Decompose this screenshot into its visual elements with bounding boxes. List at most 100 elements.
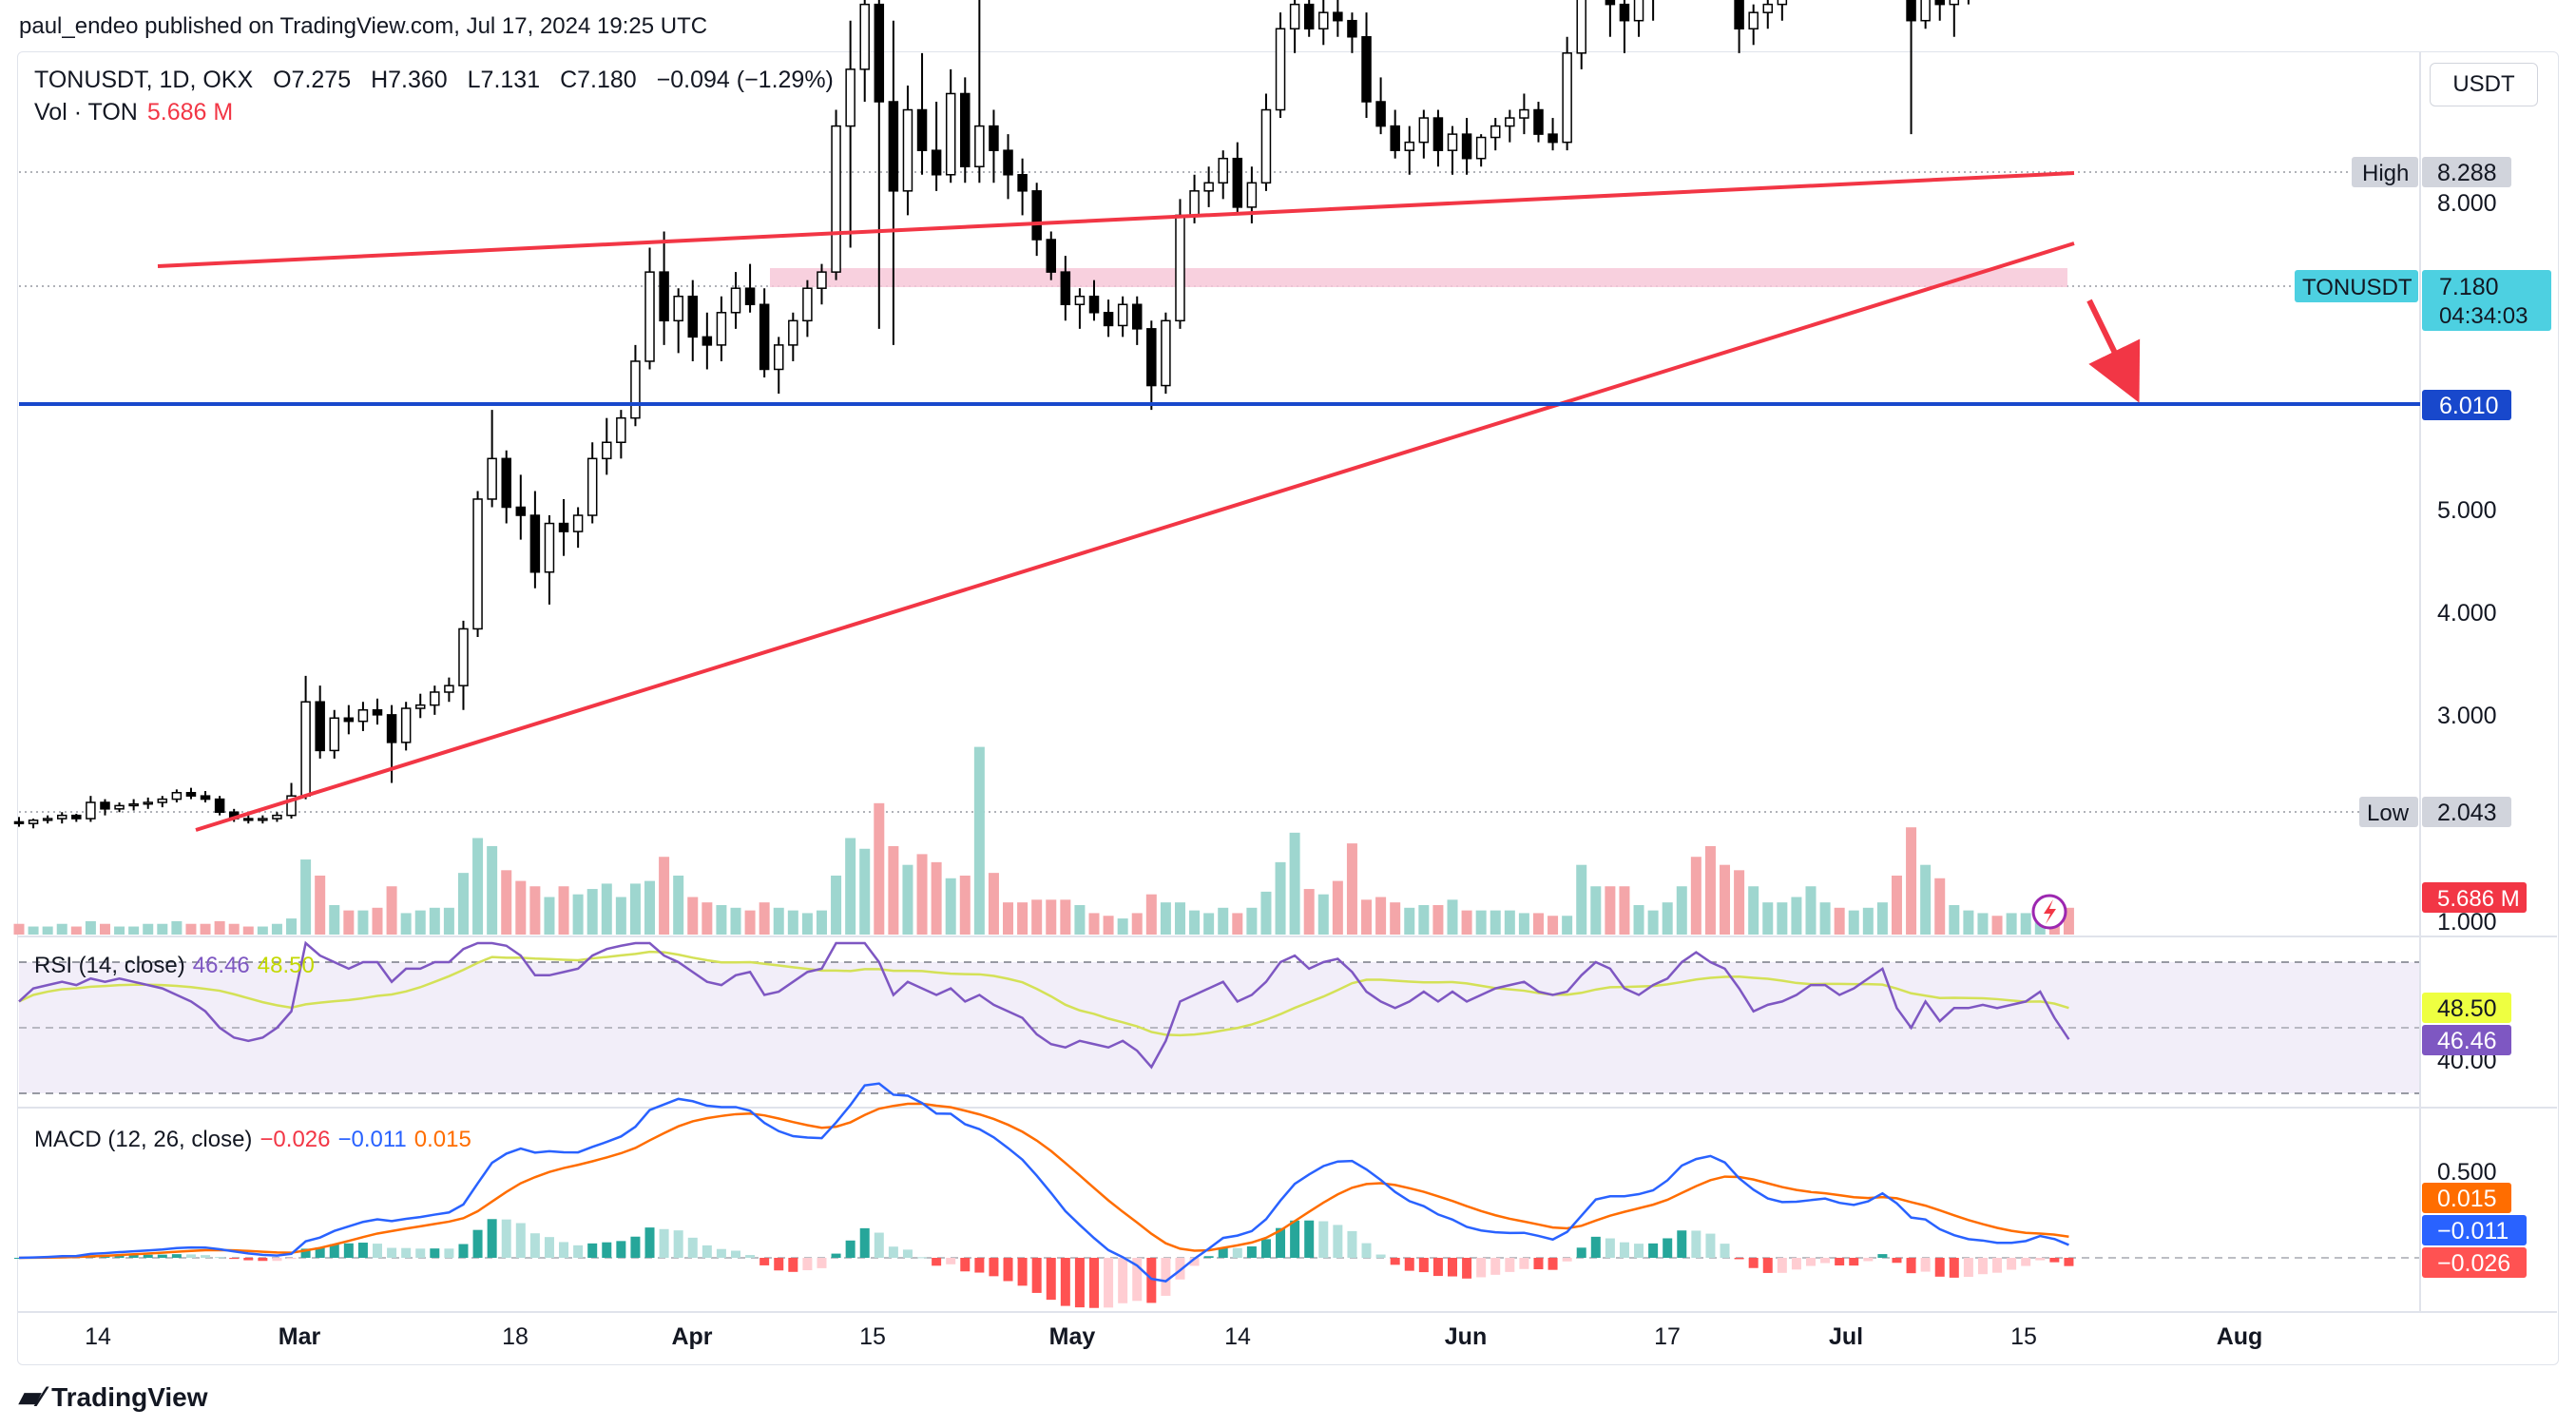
currency-button[interactable]: USDT — [2430, 63, 2538, 106]
macd-histogram-bar — [2064, 1258, 2074, 1266]
macd-hist-tag: −0.026 — [2422, 1247, 2527, 1278]
candle-body — [702, 336, 713, 346]
volume-bar — [1260, 891, 1272, 935]
macd-histogram-bar — [630, 1236, 641, 1258]
candle-body — [1418, 117, 1430, 144]
volume-bar — [42, 926, 53, 935]
volume-bar — [1003, 902, 1014, 935]
close-value: 7.180 — [577, 67, 637, 93]
svg-text:2.043: 2.043 — [2437, 800, 2497, 826]
volume-bar — [601, 883, 612, 935]
macd-title[interactable]: MACD (12, 26, close) — [34, 1127, 253, 1152]
volume-label[interactable]: Vol · TON — [34, 99, 138, 125]
macd-histogram-bar — [1648, 1243, 1659, 1258]
rsi-ma-line — [18, 950, 2069, 1037]
volume-bar — [1031, 899, 1043, 935]
candle-body — [114, 804, 125, 810]
volume-bar — [744, 910, 756, 935]
volume-bar — [1891, 875, 1902, 935]
candle-body — [1619, 3, 1630, 22]
volume-bar — [1103, 916, 1114, 935]
volume-bar — [1017, 902, 1028, 935]
upper-trendline[interactable] — [157, 171, 2075, 268]
open-value: 7.275 — [291, 67, 352, 93]
volume-bar — [457, 873, 469, 935]
macd-histogram-bar — [415, 1248, 426, 1258]
volume-bar — [501, 870, 512, 935]
candle-body — [602, 441, 612, 460]
candle-body — [157, 798, 168, 803]
candle-body — [515, 506, 527, 516]
volume-bar — [1633, 904, 1644, 935]
macd-histogram-bar — [128, 1254, 139, 1258]
candle-body — [874, 3, 885, 103]
candle-body — [931, 149, 942, 176]
bearish-arrow[interactable] — [2086, 299, 2141, 403]
macd-histogram-bar — [845, 1240, 855, 1258]
rsi-title[interactable]: RSI (14, close) — [34, 953, 185, 978]
volume-bar — [386, 886, 397, 935]
macd-histogram-bar — [1505, 1258, 1515, 1272]
svg-text:0.015: 0.015 — [2437, 1186, 2497, 1212]
macd-signal-value: 0.015 — [413, 1127, 471, 1152]
resistance-zone[interactable] — [770, 268, 2067, 287]
candle-body — [1017, 174, 1028, 192]
candle-body — [730, 287, 741, 314]
volume-bar — [529, 886, 541, 935]
volume-bar — [1518, 913, 1529, 935]
svg-text:46.46: 46.46 — [2437, 1028, 2497, 1054]
macd-histogram-bar — [1448, 1258, 1457, 1277]
macd-histogram-bar — [1276, 1227, 1286, 1258]
volume-bar — [28, 926, 39, 935]
volume-bar — [1920, 864, 1932, 935]
candle-body — [444, 685, 454, 693]
macd-histogram-bar — [185, 1254, 196, 1258]
volume-bar — [1676, 886, 1687, 935]
candle-body — [1103, 312, 1114, 327]
macd-histogram-bar — [946, 1258, 956, 1264]
macd-histogram-bar — [602, 1242, 612, 1258]
macd-histogram-bar — [1017, 1258, 1028, 1286]
macd-histogram-bar — [1720, 1244, 1730, 1258]
macd-histogram-bar — [1490, 1258, 1501, 1275]
volume-bar — [1977, 913, 1989, 935]
macd-histogram-bar — [1333, 1225, 1343, 1258]
price-tick: 8.000 — [2437, 190, 2497, 217]
tradingview-brand[interactable]: ▰⁄ TradingView — [19, 1380, 208, 1414]
rsi-lines — [18, 940, 2070, 1070]
macd-histogram-bar — [1046, 1258, 1056, 1301]
volume-bar — [271, 923, 282, 935]
candle-body — [759, 303, 770, 371]
macd-histogram-bar — [659, 1228, 669, 1258]
candle-body — [1519, 108, 1529, 119]
macd-histogram-bar — [258, 1258, 268, 1262]
candle-body — [143, 801, 153, 805]
candle-body — [802, 287, 813, 322]
volume-bar — [773, 907, 784, 935]
volume-bar — [759, 902, 770, 935]
candle-body — [989, 125, 999, 151]
macd-histogram-bar — [573, 1245, 584, 1258]
volume-bar — [1720, 864, 1731, 935]
macd-histogram-bar — [215, 1257, 225, 1259]
macd-line-value: −0.011 — [337, 1127, 407, 1152]
svg-text:04:34:03: 04:34:03 — [2439, 303, 2528, 329]
volume-bar — [372, 907, 383, 935]
volume-bar — [242, 926, 254, 935]
rsi-ma-tag: 48.50 — [2422, 993, 2511, 1023]
volume-bar — [1317, 894, 1329, 935]
macd-histogram-bar — [989, 1258, 999, 1277]
lightning-icon[interactable] — [2031, 894, 2067, 930]
volume-bar — [1762, 902, 1774, 935]
macd-histogram-bar — [1390, 1258, 1400, 1265]
macd-histogram-bar — [1590, 1236, 1601, 1258]
lower-trendline[interactable] — [195, 241, 2075, 832]
candle-body — [1533, 108, 1544, 135]
volume-bar — [400, 913, 412, 935]
macd-histogram-bar — [731, 1250, 740, 1258]
symbol-label[interactable]: TONUSDT, 1D, OKX — [34, 67, 254, 93]
macd-histogram-bar — [1634, 1244, 1644, 1258]
volume-bar — [257, 926, 268, 935]
volume-bar — [1562, 916, 1573, 935]
